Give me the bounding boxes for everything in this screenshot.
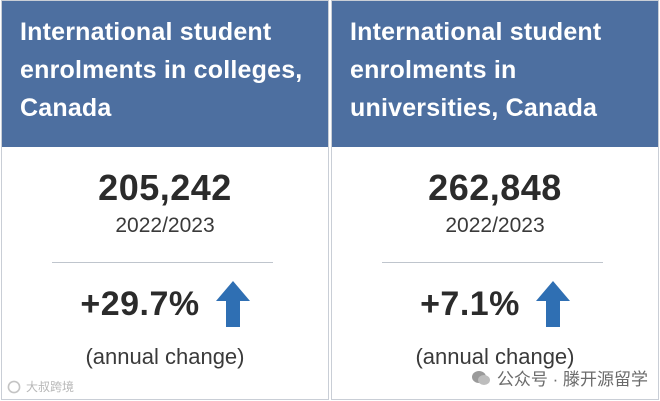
period-label: 2022/2023 [445, 214, 545, 237]
up-arrow-icon [535, 281, 570, 327]
annual-change-label: (annual change) [85, 344, 245, 369]
watermark-logo-icon [7, 380, 21, 393]
card-title: International student enrolments in coll… [20, 18, 303, 122]
watermark-left: 大叔跨境 [6, 378, 74, 395]
annual-change-value: +7.1% [420, 284, 520, 323]
card-body: 262,848 2022/2023 +7.1% (annual change) [332, 147, 658, 399]
wechat-icon [471, 370, 490, 385]
watermark-right-text: 公众号 · 滕开源留学 [496, 370, 648, 389]
card-title: International student enrolments in univ… [350, 18, 602, 122]
card-header: International student enrolments in univ… [332, 1, 658, 147]
divider [382, 262, 603, 263]
period-label: 2022/2023 [115, 214, 215, 237]
card-header: International student enrolments in coll… [2, 1, 328, 147]
change-row: +7.1% [332, 279, 658, 329]
card-universities: International student enrolments in univ… [331, 0, 659, 400]
card-body: 205,242 2022/2023 +29.7% (annual change) [2, 147, 328, 399]
annual-change-value: +29.7% [80, 284, 200, 323]
card-colleges: International student enrolments in coll… [1, 0, 329, 400]
change-row: +29.7% [2, 279, 328, 329]
divider [52, 262, 273, 263]
annual-change-label: (annual change) [415, 344, 575, 369]
watermark-left-text: 大叔跨境 [26, 380, 75, 394]
enrolment-value: 262,848 [428, 167, 562, 208]
up-arrow-icon [215, 281, 250, 327]
enrolment-value: 205,242 [98, 167, 232, 208]
watermark-right: 公众号 · 滕开源留学 [471, 365, 648, 390]
